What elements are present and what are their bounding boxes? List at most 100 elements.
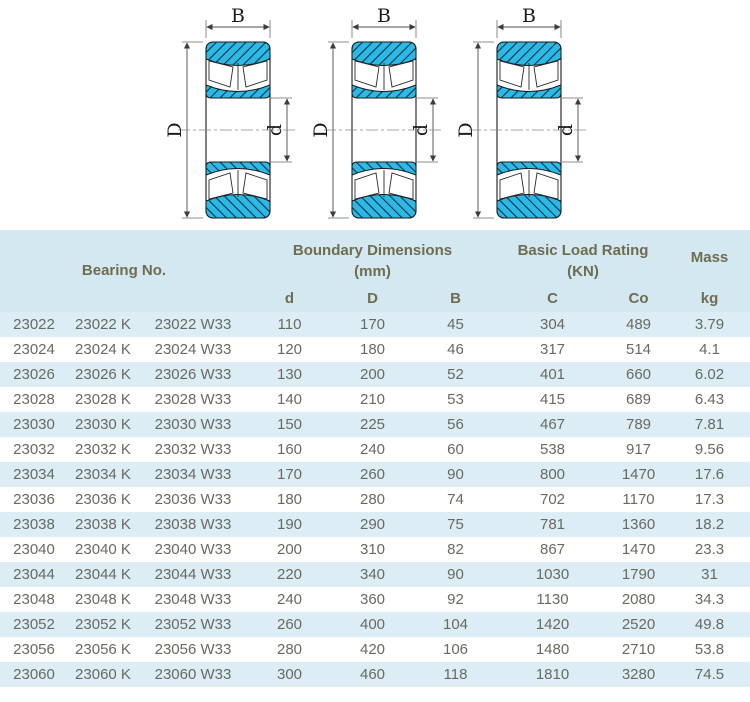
- cell-mass-kg: 6.02: [694, 366, 725, 383]
- table-row: 23038 23038 K 23038 W33 190 290 75 781 1…: [0, 512, 750, 537]
- table-row: 23052 23052 K 23052 W33 260 400 104 1420…: [0, 612, 750, 637]
- cell-bore-d: 140: [276, 391, 303, 408]
- cell-bearing-no: 23040: [13, 541, 55, 558]
- cell-outer-D: 225: [359, 416, 386, 433]
- cell-bore-d: 190: [276, 516, 303, 533]
- cell-load-Co: 1470: [621, 541, 656, 558]
- cell-load-Co: 2520: [621, 616, 656, 633]
- dim-label-d-1: d: [264, 124, 286, 136]
- cell-load-C: 401: [539, 366, 566, 383]
- cell-load-Co: 1360: [621, 516, 656, 533]
- cell-load-Co: 789: [625, 416, 652, 433]
- cell-mass-kg: 23.3: [694, 541, 725, 558]
- cell-bore-d: 280: [276, 641, 303, 658]
- table-row: 23036 23036 K 23036 W33 180 280 74 702 1…: [0, 487, 750, 512]
- cell-bearing-no-w33: 23034 W33: [154, 466, 232, 483]
- subheader-kg: kg: [669, 286, 750, 312]
- cell-bearing-no-w33: 23024 W33: [154, 341, 232, 358]
- cell-bearing-no: 23036: [13, 491, 55, 508]
- cell-load-Co: 689: [625, 391, 652, 408]
- cell-load-Co: 3280: [621, 666, 656, 683]
- cell-bearing-no-w33: 23048 W33: [154, 591, 232, 608]
- cell-bearing-no: 23022: [13, 316, 55, 333]
- cell-load-C: 1420: [535, 616, 570, 633]
- cell-mass-kg: 49.8: [694, 616, 725, 633]
- cell-mass-kg: 17.6: [694, 466, 725, 483]
- cell-outer-D: 200: [359, 366, 386, 383]
- subheader-B: B: [414, 286, 497, 312]
- cell-bearing-no-k: 23044 K: [75, 566, 131, 583]
- header-basic-load-rating: Basic Load Rating: [497, 230, 670, 262]
- cell-width-B: 75: [447, 516, 464, 533]
- cell-outer-D: 180: [359, 341, 386, 358]
- cell-load-Co: 2080: [621, 591, 656, 608]
- cell-load-C: 1480: [535, 641, 570, 658]
- cell-width-B: 92: [447, 591, 464, 608]
- cell-bearing-no: 23032: [13, 441, 55, 458]
- cell-load-C: 317: [539, 341, 566, 358]
- cell-load-Co: 917: [625, 441, 652, 458]
- cell-mass-kg: 3.79: [694, 316, 725, 333]
- cell-mass-kg: 17.3: [694, 491, 725, 508]
- cell-width-B: 56: [447, 416, 464, 433]
- dim-label-d-2: d: [410, 124, 432, 136]
- cell-load-C: 702: [539, 491, 566, 508]
- cell-outer-D: 310: [359, 541, 386, 558]
- cell-bearing-no-w33: 23060 W33: [154, 666, 232, 683]
- cell-width-B: 74: [447, 491, 464, 508]
- cell-bore-d: 130: [276, 366, 303, 383]
- cell-bearing-no-k: 23024 K: [75, 341, 131, 358]
- dim-label-d-3: d: [555, 124, 577, 136]
- cell-bearing-no-k: 23060 K: [75, 666, 131, 683]
- cell-bearing-no-k: 23036 K: [75, 491, 131, 508]
- bearing-cross-section-diagrams: B D d B D d B D d: [164, 5, 750, 230]
- cell-bearing-no: 23038: [13, 516, 55, 533]
- cell-bearing-no: 23044: [13, 566, 55, 583]
- cell-load-Co: 1170: [622, 491, 655, 508]
- dim-label-D-2: D: [310, 122, 332, 137]
- table-header: Bearing No. Boundary Dimensions Basic Lo…: [0, 230, 750, 312]
- cell-bearing-no-w33: 23036 W33: [154, 491, 232, 508]
- cell-bore-d: 200: [276, 541, 303, 558]
- cell-bearing-no-k: 23028 K: [75, 391, 131, 408]
- cell-width-B: 104: [442, 616, 469, 633]
- dim-label-D-3: D: [455, 122, 477, 137]
- cell-load-C: 781: [539, 516, 566, 533]
- subheader-Co: Co: [608, 286, 670, 312]
- cell-outer-D: 400: [359, 616, 386, 633]
- table-row: 23040 23040 K 23040 W33 200 310 82 867 1…: [0, 537, 750, 562]
- cell-bearing-no-k: 23056 K: [75, 641, 131, 658]
- cell-bearing-no: 23052: [13, 616, 55, 633]
- cell-width-B: 53: [447, 391, 464, 408]
- cell-bearing-no: 23034: [13, 466, 55, 483]
- cell-mass-kg: 74.5: [694, 666, 725, 683]
- cell-outer-D: 240: [359, 441, 386, 458]
- bearing-diagram-3: B D d: [455, 5, 587, 218]
- cell-bore-d: 120: [276, 341, 303, 358]
- cell-bore-d: 260: [276, 616, 303, 633]
- cell-bearing-no-w33: 23032 W33: [154, 441, 232, 458]
- cell-load-C: 1810: [535, 666, 570, 683]
- cell-mass-kg: 34.3: [694, 591, 725, 608]
- cell-bore-d: 240: [276, 591, 303, 608]
- header-mm-unit: (mm): [248, 262, 497, 286]
- cell-bearing-no-k: 23034 K: [75, 466, 131, 483]
- cell-bearing-no: 23028: [13, 391, 55, 408]
- cell-width-B: 118: [443, 666, 468, 683]
- cell-load-C: 1030: [535, 566, 570, 583]
- cell-load-Co: 514: [625, 341, 652, 358]
- cell-width-B: 52: [447, 366, 464, 383]
- table-row: 23048 23048 K 23048 W33 240 360 92 1130 …: [0, 587, 750, 612]
- cell-bearing-no-w33: 23056 W33: [154, 641, 232, 658]
- cell-bearing-no: 23056: [13, 641, 55, 658]
- table-row: 23030 23030 K 23030 W33 150 225 56 467 7…: [0, 412, 750, 437]
- cell-bearing-no-k: 23022 K: [75, 316, 131, 333]
- table-row: 23026 23026 K 23026 W33 130 200 52 401 6…: [0, 362, 750, 387]
- cell-load-Co: 660: [625, 366, 652, 383]
- cell-bearing-no: 23060: [13, 666, 55, 683]
- cell-bearing-no-k: 23052 K: [75, 616, 131, 633]
- cell-outer-D: 290: [359, 516, 386, 533]
- cell-mass-kg: 4.1: [699, 341, 720, 358]
- cell-bearing-no-w33: 23022 W33: [154, 316, 232, 333]
- cell-bearing-no-k: 23038 K: [75, 516, 131, 533]
